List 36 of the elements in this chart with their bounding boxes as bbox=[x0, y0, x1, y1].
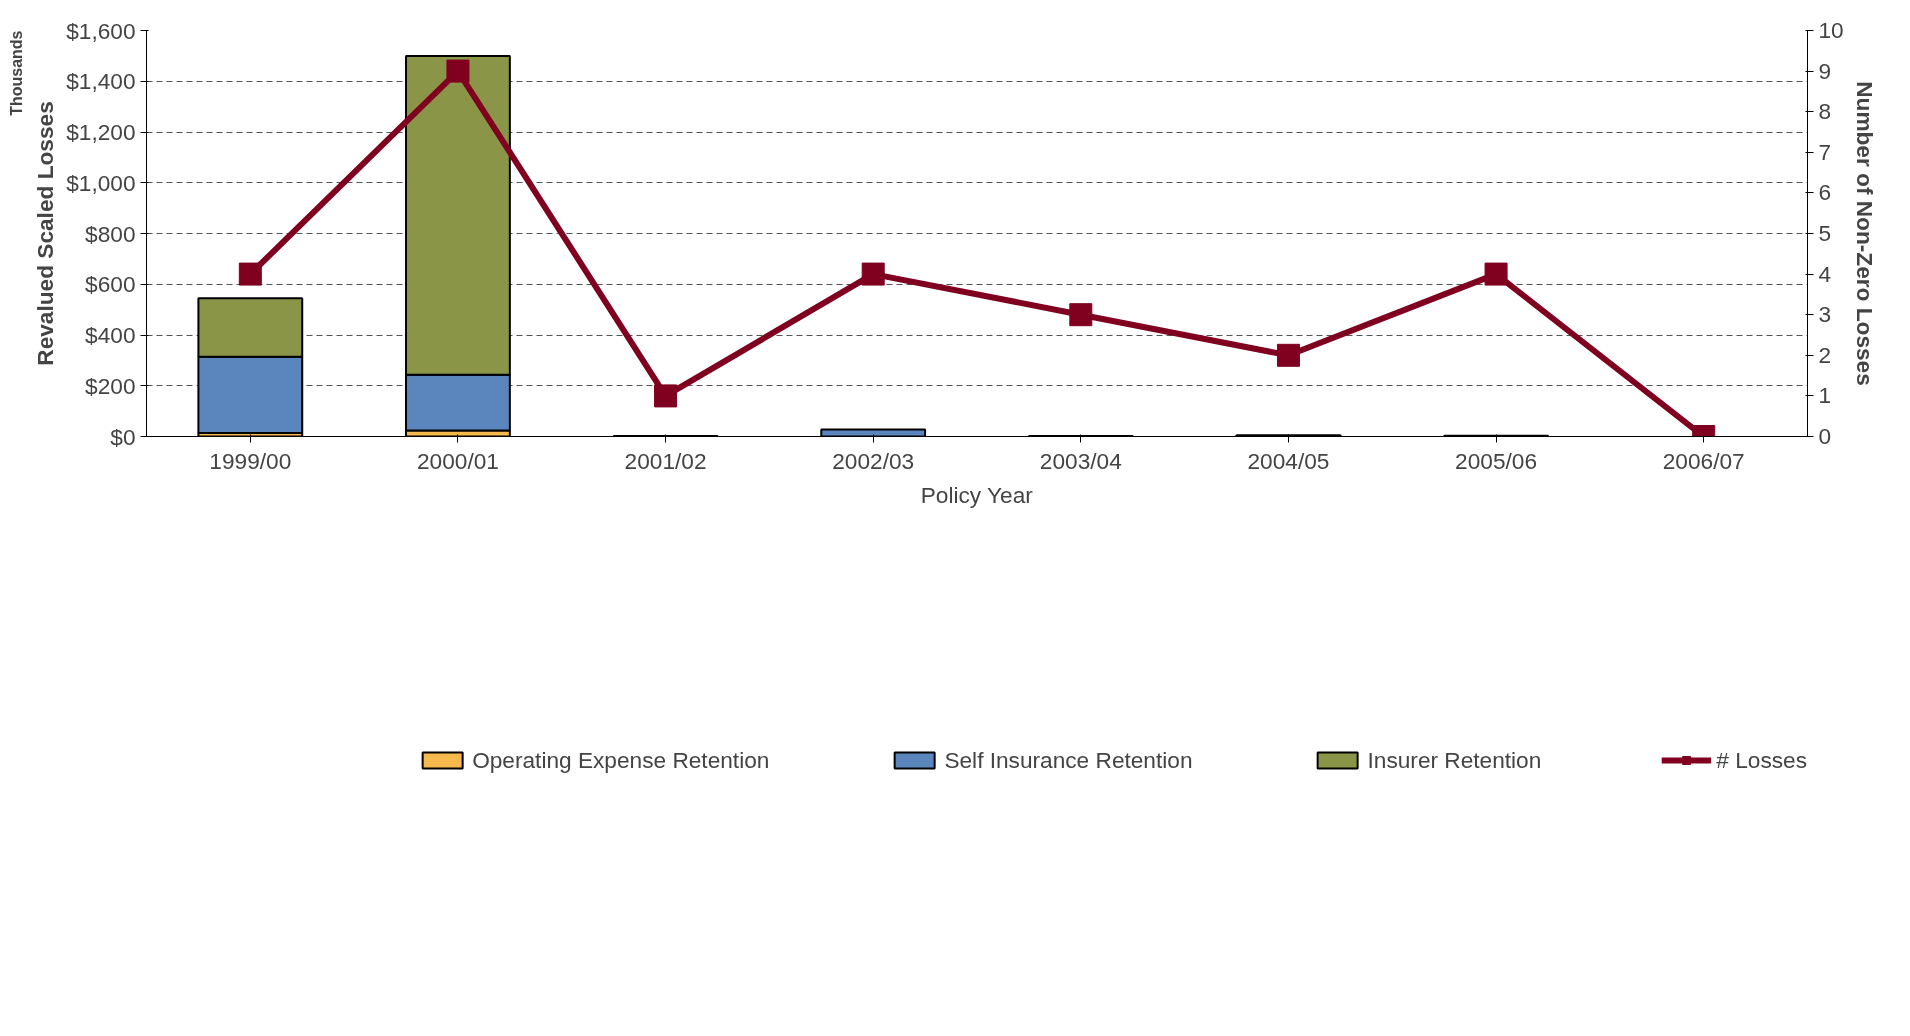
y2-tick-label: 1 bbox=[1818, 382, 1832, 409]
y-tick-label: $600 bbox=[85, 271, 136, 298]
y-tick-label: $400 bbox=[85, 322, 136, 348]
legend-label: Self Insurance Retention bbox=[944, 746, 1193, 774]
y-tick-label: $800 bbox=[85, 220, 136, 247]
y2-tick-label: 10 bbox=[1818, 17, 1844, 43]
y2-axis-title: Number of Non-Zero Losses bbox=[1851, 81, 1878, 386]
y-tick-label: $1,600 bbox=[66, 17, 136, 44]
y2-tick-label: 7 bbox=[1818, 138, 1832, 165]
legend-label: # Losses bbox=[1716, 746, 1807, 774]
y-tick-label: $1,400 bbox=[66, 68, 136, 95]
y2-tick-label: 6 bbox=[1818, 179, 1832, 206]
y-tick-label: $1,000 bbox=[66, 169, 136, 196]
x-tick-label: 2006/07 bbox=[1662, 447, 1745, 474]
y-tick-label: $200 bbox=[85, 372, 136, 399]
y2-tick-label: 4 bbox=[1818, 260, 1832, 287]
y-tick-label: $0 bbox=[110, 423, 136, 450]
y2-tick-label: 8 bbox=[1818, 98, 1832, 125]
legend-label: Operating Expense Retention bbox=[472, 746, 770, 774]
y-axis-title: Revalued Scaled Losses bbox=[32, 101, 59, 366]
text: Thousands bbox=[7, 30, 25, 116]
y2-tick-label: 0 bbox=[1818, 423, 1832, 449]
y2-tick-label: 9 bbox=[1818, 57, 1832, 84]
y2-tick-label: 3 bbox=[1818, 301, 1832, 328]
y2-tick-label: 5 bbox=[1818, 220, 1832, 246]
legend-label: Insurer Retention bbox=[1367, 746, 1542, 774]
x-tick-label: 2002/03 bbox=[832, 447, 915, 474]
x-tick-label: 2001/02 bbox=[624, 447, 707, 474]
x-tick-label: 2004/05 bbox=[1247, 447, 1330, 474]
x-tick-label: 2003/04 bbox=[1039, 447, 1122, 474]
y-tick-label: $1,200 bbox=[66, 119, 136, 145]
x-tick-label: 1999/00 bbox=[209, 447, 292, 474]
x-tick-label: 2000/01 bbox=[416, 447, 499, 474]
x-axis-title: Policy Year bbox=[920, 481, 1034, 508]
x-tick-label: 2005/06 bbox=[1455, 447, 1538, 474]
y2-tick-label: 2 bbox=[1818, 341, 1832, 368]
